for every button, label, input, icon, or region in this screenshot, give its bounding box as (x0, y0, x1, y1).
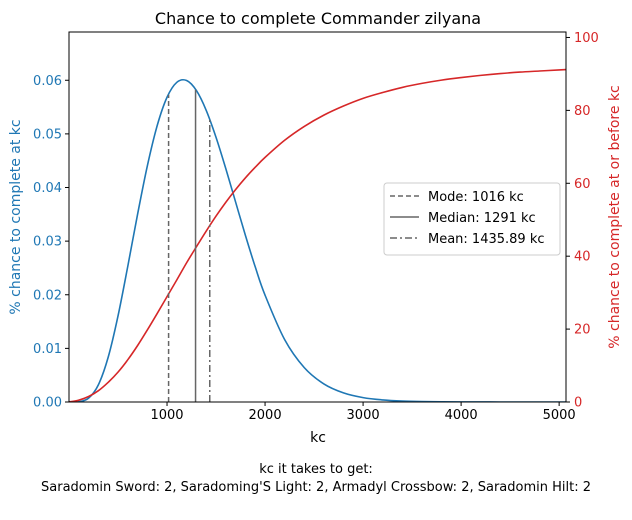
legend: Mode: 1016 kc Median: 1291 kc Mean: 1435.8… (383, 182, 561, 256)
y-axis-right: 0 20 40 60 80 100 (566, 31, 599, 411)
y-axis-left: 0.00 0.01 0.02 0.03 0.04 0.05 0.06 (33, 74, 69, 411)
footer-caption-line2: Saradomin Sword: 2, Saradoming'S Light: … (41, 480, 591, 495)
y-right-tick-label: 0 (574, 396, 582, 411)
y-right-tick-label: 100 (574, 31, 599, 46)
y-right-tick-label: 60 (574, 177, 591, 192)
x-tick-label: 2000 (249, 408, 282, 423)
legend-label: Mean: 1435.89 kc (428, 232, 545, 247)
y-right-tick-label: 20 (574, 323, 591, 338)
x-tick-label: 4000 (445, 408, 478, 423)
y-right-tick-label: 80 (574, 104, 591, 119)
legend-label: Mode: 1016 kc (428, 190, 524, 205)
cdf-series-line (69, 68, 566, 402)
y-left-tick-label: 0.03 (33, 235, 62, 250)
y-left-tick-label: 0.01 (33, 342, 62, 357)
plot-frame (68, 31, 567, 403)
x-axis-label: kc (310, 430, 326, 446)
legend-box (383, 182, 561, 256)
x-tick-label: 3000 (347, 408, 380, 423)
x-tick-label: 5000 (543, 408, 576, 423)
y-left-tick-label: 0.05 (33, 127, 62, 142)
y-axis-right-label: % chance to complete at or before kc (607, 85, 623, 348)
y-left-tick-label: 0.00 (33, 396, 62, 411)
stat-lines-layer (167, 89, 211, 402)
y-axis-left-label: % chance to complete at kc (8, 119, 24, 314)
legend-items: Mode: 1016 kc Median: 1291 kc Mean: 1435.8… (390, 190, 545, 247)
chart-title: Chance to complete Commander zilyana (155, 9, 481, 28)
x-axis: 1000 2000 3000 4000 5000 (150, 402, 576, 423)
y-left-tick-label: 0.04 (33, 181, 62, 196)
chart: Chance to complete Commander zilyana 100… (8, 9, 623, 446)
x-tick-label: 1000 (150, 408, 183, 423)
y-left-tick-label: 0.06 (33, 74, 62, 89)
y-left-tick-label: 0.02 (33, 288, 62, 303)
legend-label: Median: 1291 kc (428, 211, 536, 226)
footer-caption-line1: kc it takes to get: (259, 462, 373, 477)
y-right-tick-label: 40 (574, 250, 591, 265)
